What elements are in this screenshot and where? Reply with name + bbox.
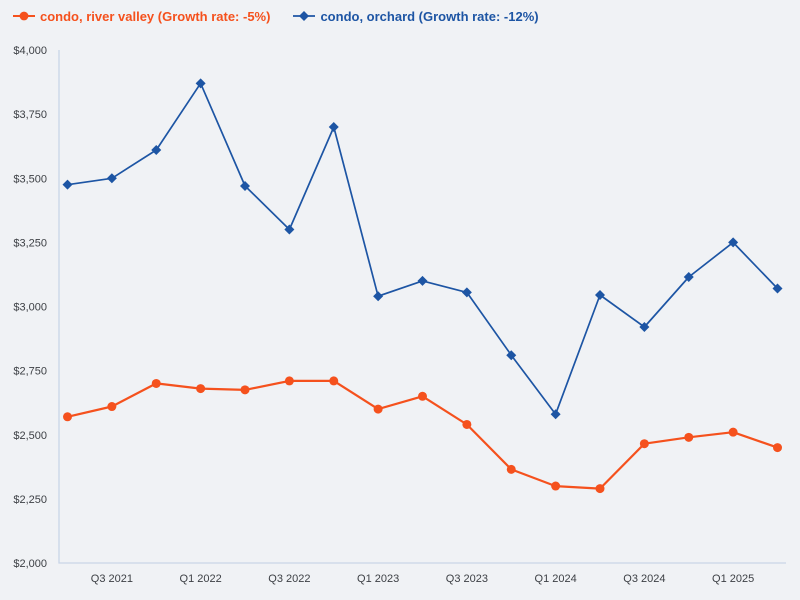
y-tick-label: $3,750 (13, 109, 47, 121)
x-tick-label: Q1 2024 (535, 573, 577, 585)
river-valley-marker[interactable] (506, 464, 516, 474)
river-valley-marker[interactable] (773, 443, 782, 453)
orchard-line (67, 82, 779, 416)
orchard-marker[interactable] (417, 275, 428, 286)
river-valley-marker[interactable] (684, 432, 694, 442)
y-tick-label: $2,500 (13, 430, 47, 442)
y-tick-label: $4,000 (13, 45, 47, 57)
legend-label-river-valley: condo, river valley (Growth rate: -5%) (40, 8, 271, 24)
chart-legend: condo, river valley (Growth rate: -5%) c… (12, 8, 539, 24)
legend-label-orchard: condo, orchard (Growth rate: -12%) (320, 8, 539, 24)
river-valley-marker[interactable] (595, 484, 605, 494)
legend-item-orchard[interactable]: condo, orchard (Growth rate: -12%) (292, 8, 539, 24)
y-tick-label: $3,250 (13, 237, 47, 249)
x-tick-label: Q1 2022 (180, 573, 222, 585)
orchard-marker[interactable] (683, 272, 694, 283)
orchard-marker[interactable] (195, 78, 206, 89)
orchard-marker[interactable] (151, 145, 162, 156)
legend-item-river-valley[interactable]: condo, river valley (Growth rate: -5%) (12, 8, 270, 24)
orchard-marker[interactable] (461, 287, 472, 298)
river-valley-marker[interactable] (63, 412, 72, 422)
river-valley-marker[interactable] (240, 385, 250, 395)
orchard-marker[interactable] (62, 179, 73, 190)
river-valley-marker[interactable] (196, 384, 206, 394)
orchard-marker[interactable] (328, 121, 339, 132)
x-tick-label: Q3 2021 (91, 573, 133, 585)
y-tick-label: $2,250 (13, 494, 47, 506)
orchard-marker[interactable] (284, 224, 295, 235)
orchard-marker[interactable] (240, 180, 250, 191)
diamond-marker-icon (293, 11, 316, 21)
river-valley-marker[interactable] (284, 376, 294, 386)
river-valley-marker[interactable] (639, 439, 649, 449)
orchard-marker[interactable] (506, 350, 517, 361)
orchard-marker[interactable] (595, 289, 605, 300)
river-valley-marker[interactable] (462, 419, 472, 429)
y-tick-label: $3,000 (13, 302, 47, 314)
y-tick-label: $3,500 (13, 173, 47, 185)
axis-lines (58, 50, 786, 564)
river-valley-marker[interactable] (373, 404, 383, 414)
x-tick-label: Q1 2025 (712, 573, 754, 585)
river-valley-marker[interactable] (418, 391, 427, 401)
river-valley-marker[interactable] (728, 427, 738, 437)
x-tick-label: Q3 2023 (446, 573, 488, 585)
x-tick-label: Q3 2022 (268, 573, 310, 585)
y-tick-label: $2,000 (13, 558, 47, 570)
river-valley-marker[interactable] (329, 376, 339, 386)
river-valley-marker[interactable] (151, 378, 161, 388)
x-tick-label: Q3 2024 (623, 573, 665, 585)
orchard-marker[interactable] (106, 173, 117, 184)
orchard-marker[interactable] (550, 409, 561, 420)
orchard-marker[interactable] (373, 291, 384, 302)
orchard-marker[interactable] (639, 322, 650, 333)
orchard-marker[interactable] (728, 237, 739, 248)
river-valley-marker[interactable] (107, 402, 117, 412)
circle-marker-icon (13, 11, 35, 21)
orchard-marker[interactable] (772, 283, 783, 294)
y-tick-label: $2,750 (13, 366, 47, 378)
river-valley-marker[interactable] (551, 481, 561, 491)
x-tick-label: Q1 2023 (357, 573, 399, 585)
